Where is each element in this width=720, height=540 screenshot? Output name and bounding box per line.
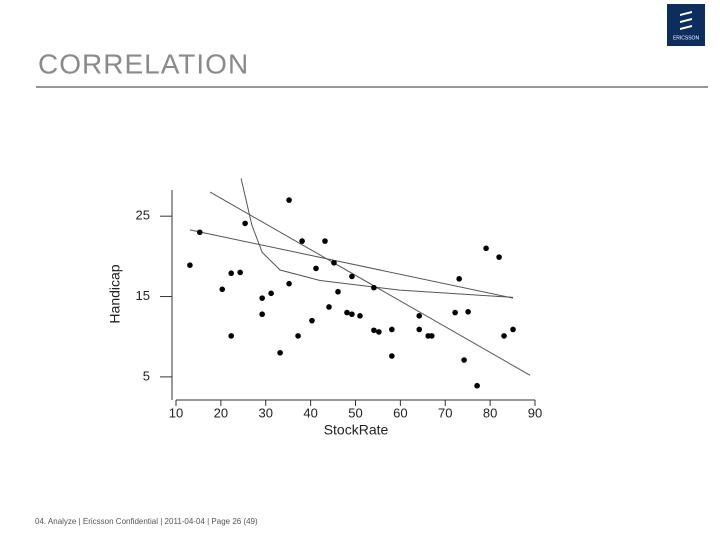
- y-tick-label: 5: [143, 368, 150, 383]
- point: [456, 276, 462, 282]
- fit-line: [240, 178, 514, 298]
- point: [259, 295, 265, 301]
- point: [389, 353, 395, 359]
- point: [286, 280, 292, 287]
- x-tick-label: 70: [438, 405, 452, 420]
- point: [349, 311, 355, 318]
- point: [299, 238, 305, 244]
- x-tick-label: 30: [259, 405, 273, 420]
- point: [219, 286, 226, 293]
- point: [483, 245, 489, 252]
- fit-line: [209, 191, 531, 376]
- x-tick-label: 80: [483, 405, 497, 420]
- point: [326, 304, 332, 310]
- point: [510, 326, 516, 333]
- point: [295, 333, 301, 339]
- point: [196, 229, 203, 236]
- y-tick-label: 25: [136, 208, 150, 223]
- x-tick-label: 90: [528, 405, 542, 420]
- y-axis-label: Handicap: [107, 264, 123, 323]
- point: [309, 317, 315, 324]
- logo-mark: [680, 11, 692, 30]
- x-tick-label: 50: [348, 405, 362, 420]
- logo-text: ERICSSON: [673, 35, 700, 41]
- point: [313, 265, 319, 272]
- footer: 04. Analyze | Ericsson Confidential | 20…: [35, 517, 258, 526]
- point: [357, 313, 363, 319]
- y-tick-label: 15: [136, 288, 150, 303]
- point: [461, 357, 467, 363]
- point: [389, 326, 395, 333]
- point: [259, 311, 265, 318]
- point: [344, 309, 350, 316]
- fit-line: [189, 229, 514, 299]
- point: [228, 333, 234, 339]
- point: [331, 259, 337, 266]
- point: [268, 290, 274, 297]
- x-tick-label: 40: [303, 405, 317, 420]
- point: [416, 313, 423, 319]
- point: [286, 197, 292, 203]
- point: [237, 269, 243, 276]
- point: [228, 270, 234, 277]
- point: [187, 262, 193, 268]
- logo: [667, 4, 705, 46]
- point: [349, 273, 355, 280]
- point: [501, 333, 507, 339]
- point: [428, 333, 435, 339]
- point: [416, 326, 423, 333]
- point: [465, 309, 471, 315]
- point: [376, 329, 382, 335]
- x-tick-label: 20: [214, 405, 228, 420]
- x-tick-label: 10: [169, 405, 183, 420]
- slide-title: CORRELATION: [38, 48, 249, 79]
- point: [474, 382, 480, 389]
- point: [452, 309, 458, 316]
- point: [335, 288, 341, 295]
- point: [277, 349, 283, 356]
- point: [322, 238, 328, 244]
- point: [496, 254, 502, 260]
- point: [242, 220, 248, 227]
- point: [371, 284, 377, 291]
- x-tick-label: 60: [393, 405, 407, 420]
- point: [371, 327, 377, 334]
- x-axis-label: StockRate: [324, 422, 389, 438]
